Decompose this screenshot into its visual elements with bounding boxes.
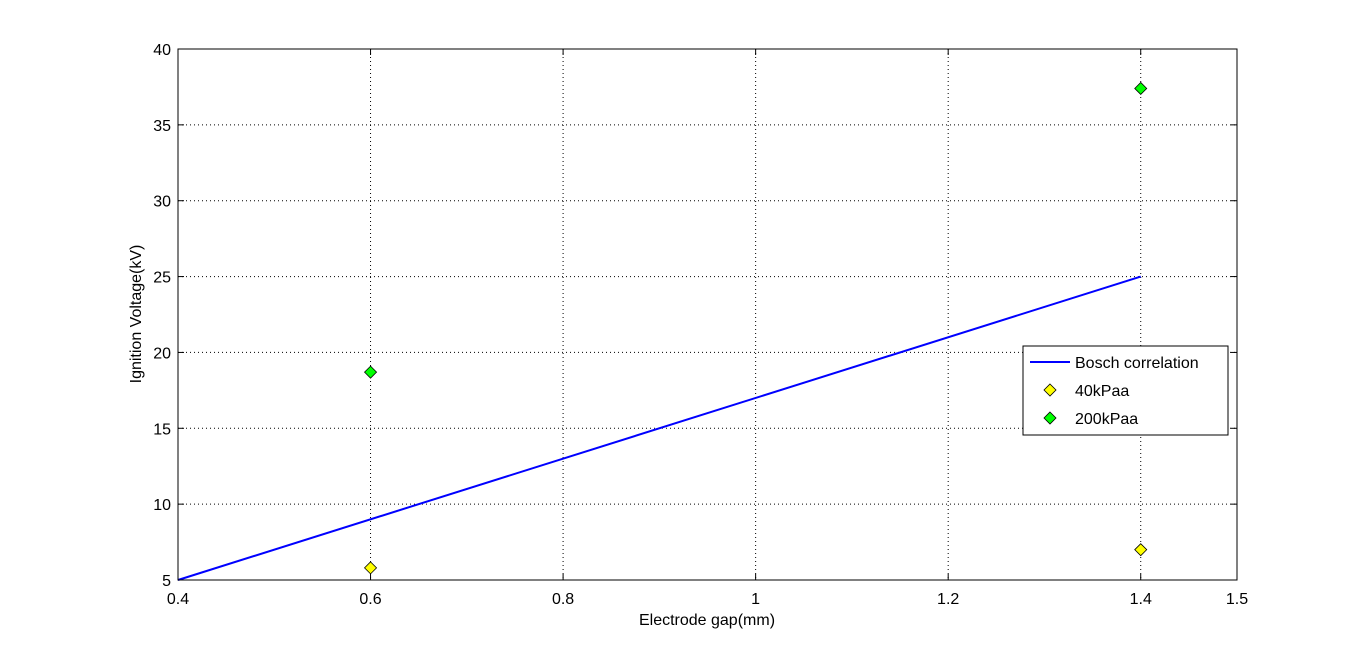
y-tick-label: 25 [153, 270, 171, 287]
legend-marker-swatch [1043, 383, 1057, 397]
plot-area [178, 49, 1237, 580]
x-tick-label: 1 [751, 591, 760, 608]
data-point-40kpaa [1134, 543, 1148, 557]
x-tick-label: 1.4 [1130, 591, 1152, 608]
x-axis-label: Electrode gap(mm) [639, 612, 775, 629]
legend-label: 40kPaa [1075, 383, 1129, 400]
series-layer [177, 81, 1148, 581]
legend-box [1022, 345, 1229, 436]
y-tick-label: 20 [153, 345, 171, 362]
y-axis-label: Ignition Voltage(kV) [128, 245, 145, 384]
y-tick-label: 40 [153, 42, 171, 59]
legend-marker-swatch [1043, 411, 1057, 425]
y-tick-label: 5 [162, 573, 171, 590]
x-tick-label: 0.6 [359, 591, 381, 608]
x-tick-label: 1.5 [1226, 591, 1248, 608]
x-tick-label: 0.8 [552, 591, 574, 608]
y-tick-label: 35 [153, 118, 171, 135]
x-tick-label: 0.4 [167, 591, 189, 608]
grid [178, 49, 1237, 580]
ticks: 0.4 0.6 0.8 1 1.2 1.4 1.5 5 10 15 20 25 30 35 40 [153, 42, 1248, 608]
y-tick-label: 15 [153, 421, 171, 438]
data-point-200kpaa [1134, 81, 1148, 96]
data-point-200kpaa [363, 365, 378, 379]
series-line-bosch-correlation [177, 275, 1142, 581]
plot-frame [177, 48, 1238, 581]
legend: Bosch correlation 40kPaa 200kPaa [1022, 345, 1229, 436]
y-tick-label: 10 [153, 497, 171, 514]
data-point-40kpaa [363, 561, 378, 575]
x-tick-label: 1.2 [937, 591, 959, 608]
y-tick-label: 30 [153, 194, 171, 211]
legend-label: Bosch correlation [1075, 355, 1199, 372]
legend-label: 200kPaa [1075, 411, 1138, 428]
